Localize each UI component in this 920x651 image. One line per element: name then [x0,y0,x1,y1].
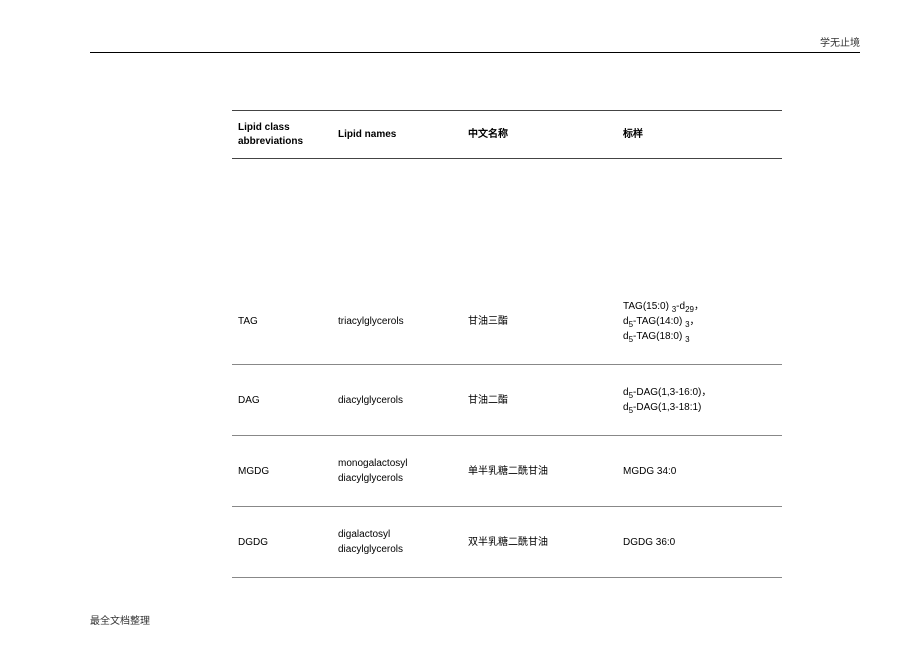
header-label: 学无止境 [820,34,860,49]
header-rule [90,52,860,53]
cell-abbrev: TAG [232,159,332,365]
cell-chinese: 甘油二酯 [462,365,617,436]
lipid-table: Lipid classabbreviations Lipid names 中文名… [232,110,782,578]
col-header-abbrev: Lipid classabbreviations [232,111,332,159]
table-head: Lipid classabbreviations Lipid names 中文名… [232,111,782,159]
cell-standard: TAG(15:0) 3-d29，d5-TAG(14:0) 3，d5-TAG(18… [617,159,782,365]
cell-standard: DGDG 36:0 [617,507,782,578]
col-header-names: Lipid names [332,111,462,159]
table-body: TAGtriacylglycerols甘油三酯TAG(15:0) 3-d29，d… [232,159,782,578]
cell-names: digalactosyldiacylglycerols [332,507,462,578]
cell-names: diacylglycerols [332,365,462,436]
col-header-chinese: 中文名称 [462,111,617,159]
table-row: DAGdiacylglycerols甘油二酯d5-DAG(1,3-16:0)，d… [232,365,782,436]
cell-chinese: 双半乳糖二酰甘油 [462,507,617,578]
table-row: DGDGdigalactosyldiacylglycerols双半乳糖二酰甘油D… [232,507,782,578]
cell-abbrev: DAG [232,365,332,436]
lipid-table-wrap: Lipid classabbreviations Lipid names 中文名… [232,110,782,578]
cell-standard: MGDG 34:0 [617,436,782,507]
cell-abbrev: DGDG [232,507,332,578]
cell-names: triacylglycerols [332,159,462,365]
table-row: TAGtriacylglycerols甘油三酯TAG(15:0) 3-d29，d… [232,159,782,365]
cell-chinese: 甘油三酯 [462,159,617,365]
cell-abbrev: MGDG [232,436,332,507]
cell-names: monogalactosyldiacylglycerols [332,436,462,507]
table-header-row: Lipid classabbreviations Lipid names 中文名… [232,111,782,159]
footer-label: 最全文档整理 [90,612,150,627]
cell-standard: d5-DAG(1,3-16:0)，d5-DAG(1,3-18:1) [617,365,782,436]
col-header-standard: 标样 [617,111,782,159]
table-row: MGDGmonogalactosyldiacylglycerols单半乳糖二酰甘… [232,436,782,507]
cell-chinese: 单半乳糖二酰甘油 [462,436,617,507]
